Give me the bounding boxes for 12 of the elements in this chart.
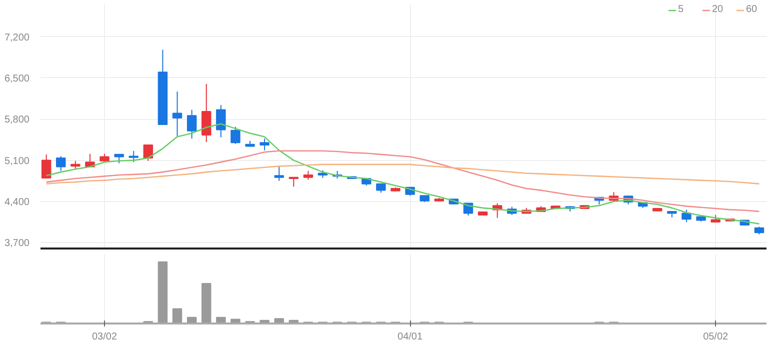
y-tick-label: 4,400 [4,196,30,208]
y-tick-label: 5,100 [4,156,30,167]
y-tick-label: 3,700 [4,238,30,250]
x-tick-label: 03/02 [92,332,118,342]
y-tick-label: 5,800 [4,114,30,126]
y-tick-label: 6,500 [4,73,30,84]
legend-label: 60 [746,4,758,15]
legend-label: 20 [712,4,724,15]
x-tick-label: 05/02 [703,332,729,342]
y-tick-label: 7,200 [4,32,30,44]
x-tick-label: 04/01 [398,332,423,342]
legend-label: 5 [678,4,685,15]
